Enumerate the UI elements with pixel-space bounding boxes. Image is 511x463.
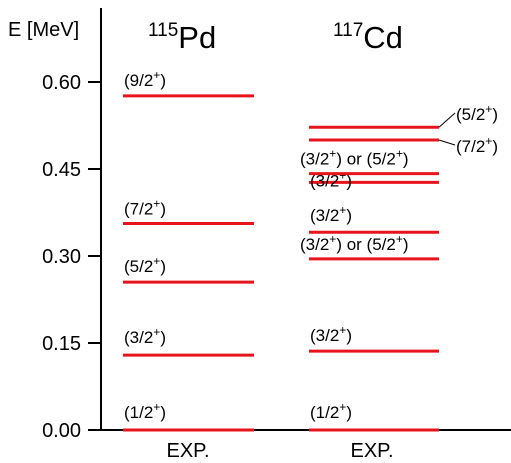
column-footer: EXP.	[167, 440, 210, 462]
label-leader-line	[438, 139, 456, 146]
level-spin-label: (1/2+)	[310, 400, 352, 422]
level-spin-label: (3/2+) or (5/2+)	[300, 232, 409, 254]
element-symbol: Cd	[363, 20, 403, 55]
nucleus-title: 117Cd	[333, 20, 403, 55]
level-spin-label: (1/2+)	[124, 400, 166, 422]
level-spin-label: (3/2+)	[310, 203, 352, 225]
level-spin-label: (3/2+)	[310, 168, 352, 190]
element-symbol: Pd	[178, 20, 216, 55]
y-tick-label: 0.60	[42, 72, 81, 94]
y-tick-label: 0.30	[42, 246, 81, 268]
nucleus-title: 115Pd	[148, 20, 216, 55]
level-spin-label: (9/2+)	[124, 68, 166, 90]
y-tick-label: 0.00	[42, 420, 81, 442]
y-axis-label: E [MeV]	[8, 19, 79, 41]
column-pd: 115Pd EXP.(1/2+) (3/2+) (5/2+) (7/2+) (9/2+)	[123, 20, 254, 462]
level-spin-label: (5/2+)	[124, 254, 166, 276]
column-footer: EXP.	[351, 440, 394, 462]
level-spin-label: (3/2+) or (5/2+)	[300, 147, 409, 169]
nucleus-columns: 115PdEXP.(1/2+)(3/2+)(5/2+)(7/2+)(9/2+)1…	[123, 20, 498, 462]
y-tick-label: 0.15	[42, 333, 81, 355]
level-spin-label: (3/2+)	[310, 323, 352, 345]
mass-number: 115	[148, 20, 178, 41]
y-ticks: 0.00 0.15 0.30 0.45 0.60	[42, 72, 101, 442]
level-spin-label: (7/2+)	[124, 197, 166, 219]
level-spin-label: (3/2+)	[124, 325, 166, 347]
mass-number: 117	[333, 20, 363, 41]
label-leader-line	[438, 112, 456, 128]
y-tick-label: 0.45	[42, 159, 81, 181]
level-spin-label: (7/2+)	[456, 134, 498, 156]
level-spin-label: (5/2+)	[456, 102, 498, 124]
